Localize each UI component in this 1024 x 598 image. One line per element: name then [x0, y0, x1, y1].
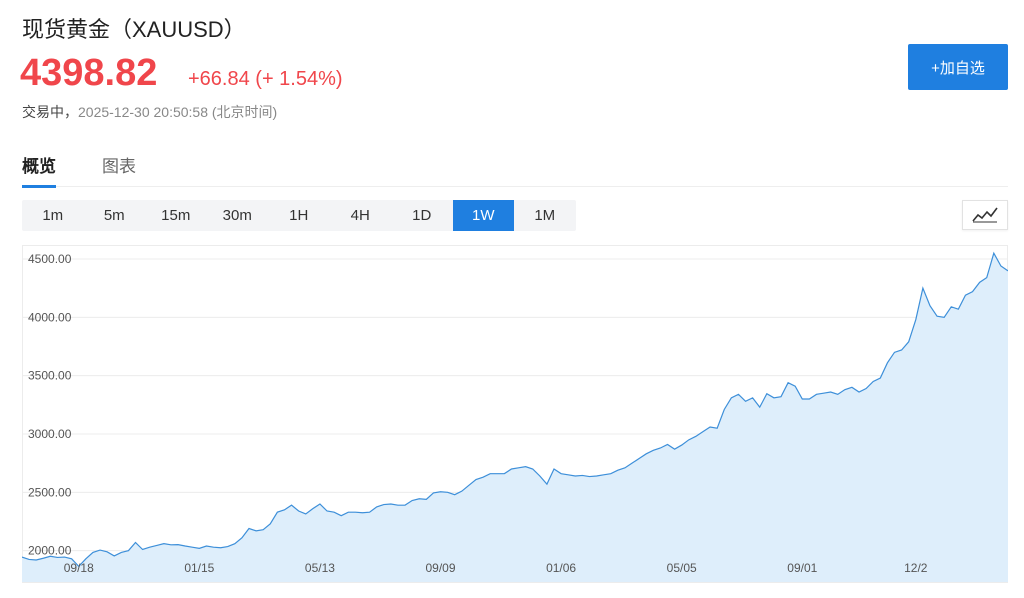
x-tick-label: 09/18 — [64, 561, 94, 575]
price-change: +66.84 (+ 1.54%) — [188, 68, 343, 90]
x-tick-label: 09/09 — [426, 561, 456, 575]
period-1h[interactable]: 1H — [289, 207, 309, 224]
x-tick-label: 05/05 — [667, 561, 697, 575]
period-5m[interactable]: 5m — [103, 207, 125, 224]
period-4h[interactable]: 4H — [350, 207, 370, 224]
period-1mo[interactable]: 1M — [534, 207, 556, 224]
period-1d[interactable]: 1D — [412, 207, 432, 224]
main-tabs: 概览 图表 — [22, 150, 1008, 188]
trading-status-line: 交易中，2025-12-30 20:50:58 (北京时间) — [22, 102, 277, 122]
period-selector: 1m 5m 15m 30m 1H 4H 1D 1W 1M — [22, 200, 576, 231]
y-tick-label: 4000.00 — [28, 310, 72, 324]
price-line — [22, 251, 1008, 568]
period-1m[interactable]: 1m — [42, 207, 64, 224]
price-chart: 2000.00 2500.00 3000.00 3500.00 4000.00 4500.… — [22, 245, 1008, 585]
x-tick-label: 09/01 — [787, 561, 817, 575]
instrument-title: 现货黄金（XAUUSD） — [22, 17, 246, 42]
price-area — [22, 253, 1008, 583]
y-tick-label: 2000.00 — [28, 544, 72, 558]
current-price: 4398.82 — [20, 52, 158, 94]
x-tick-label: 05/13 — [305, 561, 335, 575]
line-chart-icon — [972, 207, 998, 223]
tab-chart[interactable]: 图表 — [102, 157, 136, 176]
y-tick-label: 4500.00 — [28, 252, 72, 266]
y-tick-label: 3500.00 — [28, 369, 72, 383]
y-tick-label: 2500.00 — [28, 485, 72, 499]
period-1w[interactable]: 1W — [452, 200, 514, 231]
add-to-watchlist-button[interactable]: +加自选 — [908, 44, 1008, 90]
price-chart-svg: 2000.00 2500.00 3000.00 3500.00 4000.00 4500.… — [22, 245, 1008, 583]
quote-timestamp: 2025-12-30 20:50:58 (北京时间) — [78, 104, 278, 120]
x-tick-label: 01/15 — [184, 561, 214, 575]
y-tick-label: 3000.00 — [28, 427, 72, 441]
x-tick-label: 01/06 — [546, 561, 576, 575]
trading-status: 交易中， — [22, 104, 78, 120]
x-tick-label: 12/2 — [904, 561, 928, 575]
period-15m[interactable]: 15m — [161, 207, 191, 224]
tab-overview[interactable]: 概览 — [22, 152, 56, 188]
chart-type-button[interactable] — [962, 200, 1008, 230]
period-30m[interactable]: 30m — [222, 207, 252, 224]
